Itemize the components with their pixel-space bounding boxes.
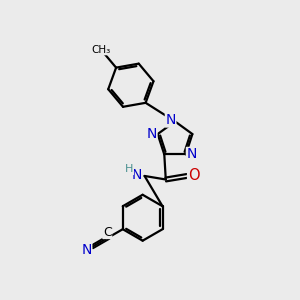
Text: C: C (103, 226, 112, 238)
Text: CH₃: CH₃ (92, 45, 111, 55)
Text: N: N (81, 243, 92, 257)
Text: N: N (131, 168, 142, 182)
Text: H: H (125, 164, 134, 175)
Text: O: O (188, 169, 199, 184)
Text: N: N (165, 113, 176, 127)
Text: N: N (187, 148, 197, 161)
Text: N: N (147, 127, 157, 141)
